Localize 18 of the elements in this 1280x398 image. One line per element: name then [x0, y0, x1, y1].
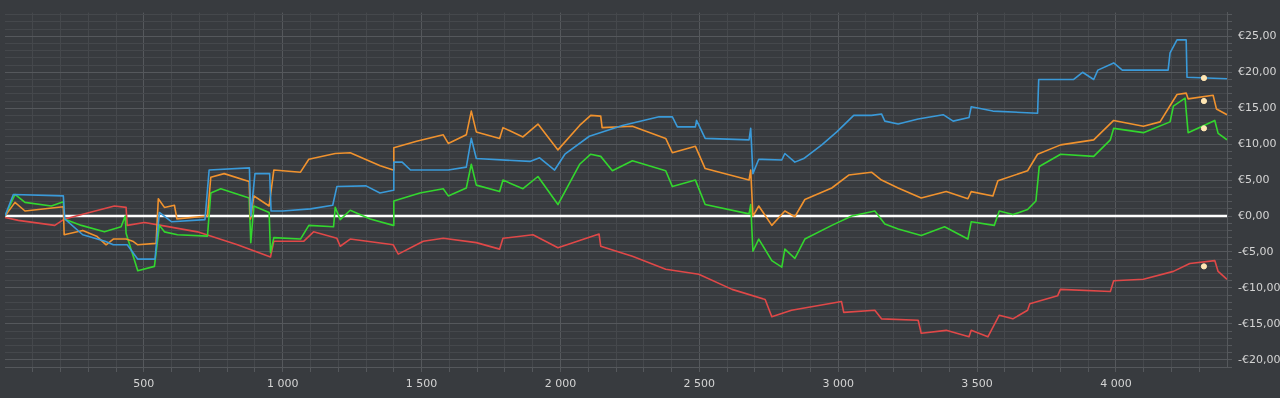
y-tick-label: €5,00	[1238, 172, 1270, 186]
y-tick-label: €10,00	[1238, 137, 1277, 151]
x-tick-label: 3 000	[822, 377, 854, 391]
y-tick-label: -€5,00	[1238, 244, 1274, 258]
x-tick-label: 3 500	[961, 377, 993, 391]
x-tick-label: 500	[133, 377, 155, 391]
y-tick-label: -€20,00	[1238, 352, 1280, 366]
x-tick-label: 1 500	[405, 377, 438, 391]
x-tick-label: 2 500	[683, 377, 716, 391]
y-tick-label: -€15,00	[1238, 316, 1280, 330]
y-tick-label: €25,00	[1238, 29, 1277, 43]
x-tick-label: 2 000	[544, 377, 577, 391]
y-tick-label: -€10,00	[1238, 280, 1280, 294]
x-tick-label: 4 000	[1100, 377, 1132, 391]
y-tick-label: €15,00	[1238, 101, 1277, 115]
y-tick-label: €20,00	[1238, 65, 1277, 79]
x-tick-label: 1 000	[266, 377, 299, 391]
y-tick-label: €0,00	[1238, 208, 1270, 222]
